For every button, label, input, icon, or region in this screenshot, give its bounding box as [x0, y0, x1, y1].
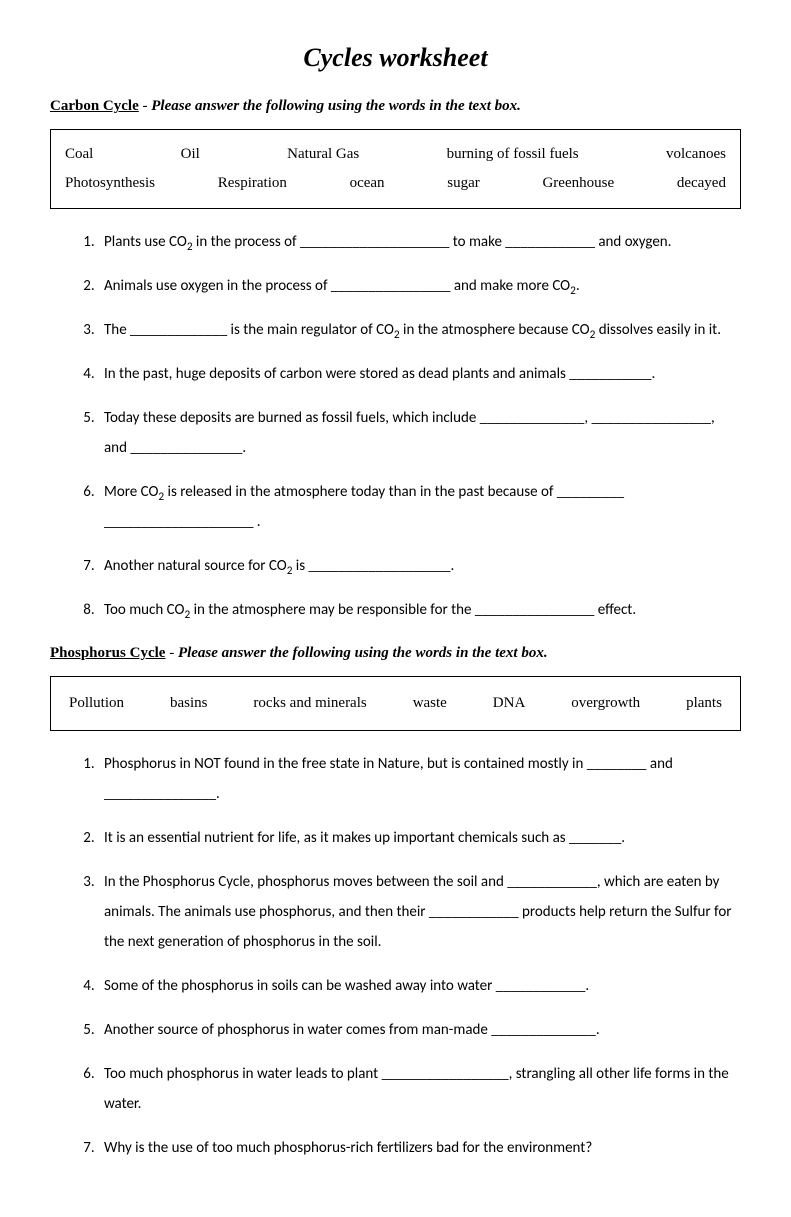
carbon-questions: Plants use CO2 in the process of _______… — [50, 227, 741, 625]
question-item: The _____________ is the main regulator … — [98, 315, 741, 345]
word-item: rocks and minerals — [253, 693, 366, 714]
word-item: volcanoes — [666, 144, 726, 165]
page-title: Cycles worksheet — [50, 40, 741, 76]
separator: - — [169, 645, 178, 661]
word-item: burning of fossil fuels — [447, 144, 579, 165]
word-item: Coal — [65, 144, 93, 165]
word-item: basins — [170, 693, 208, 714]
word-item: decayed — [677, 173, 726, 194]
carbon-heading: Carbon Cycle — [50, 98, 139, 114]
phosphorus-heading: Phosphorus Cycle — [50, 645, 165, 661]
question-item: In the past, huge deposits of carbon wer… — [98, 359, 741, 389]
word-item: DNA — [493, 693, 526, 714]
word-item: Oil — [181, 144, 200, 165]
word-item: plants — [686, 693, 722, 714]
word-item: ocean — [350, 173, 385, 194]
question-item: Too much phosphorus in water leads to pl… — [98, 1059, 741, 1119]
question-item: Phosphorus in NOT found in the free stat… — [98, 749, 741, 809]
question-item: Animals use oxygen in the process of ___… — [98, 271, 741, 301]
question-item: Today these deposits are burned as fossi… — [98, 403, 741, 463]
word-item: sugar — [447, 173, 480, 194]
word-item: Pollution — [69, 693, 124, 714]
word-item: waste — [413, 693, 447, 714]
carbon-word-box: Coal Oil Natural Gas burning of fossil f… — [50, 129, 741, 209]
word-item: Respiration — [218, 173, 287, 194]
phosphorus-section-header: Phosphorus Cycle - Please answer the fol… — [50, 643, 741, 664]
question-item: It is an essential nutrient for life, as… — [98, 823, 741, 853]
question-item: Some of the phosphorus in soils can be w… — [98, 971, 741, 1001]
question-item: Another natural source for CO2 is ______… — [98, 551, 741, 581]
word-item: Greenhouse — [542, 173, 614, 194]
word-row: Coal Oil Natural Gas burning of fossil f… — [65, 140, 726, 169]
question-item: More CO2 is released in the atmosphere t… — [98, 477, 741, 537]
word-row: Photosynthesis Respiration ocean sugar G… — [65, 169, 726, 198]
phosphorus-questions: Phosphorus in NOT found in the free stat… — [50, 749, 741, 1163]
question-item: In the Phosphorus Cycle, phosphorus move… — [98, 867, 741, 957]
carbon-section-header: Carbon Cycle - Please answer the followi… — [50, 96, 741, 117]
phosphorus-instruction: Please answer the following using the wo… — [178, 645, 548, 661]
question-item: Plants use CO2 in the process of _______… — [98, 227, 741, 257]
carbon-instruction: Please answer the following using the wo… — [151, 98, 521, 114]
word-item: overgrowth — [571, 693, 640, 714]
phosphorus-word-box: Pollution basins rocks and minerals wast… — [50, 676, 741, 731]
word-item: Natural Gas — [287, 144, 359, 165]
question-item: Too much CO2 in the atmosphere may be re… — [98, 595, 741, 625]
question-item: Why is the use of too much phosphorus-ri… — [98, 1133, 741, 1163]
question-item: Another source of phosphorus in water co… — [98, 1015, 741, 1045]
word-row: Pollution basins rocks and minerals wast… — [69, 689, 722, 718]
separator: - — [143, 98, 152, 114]
word-item: Photosynthesis — [65, 173, 155, 194]
